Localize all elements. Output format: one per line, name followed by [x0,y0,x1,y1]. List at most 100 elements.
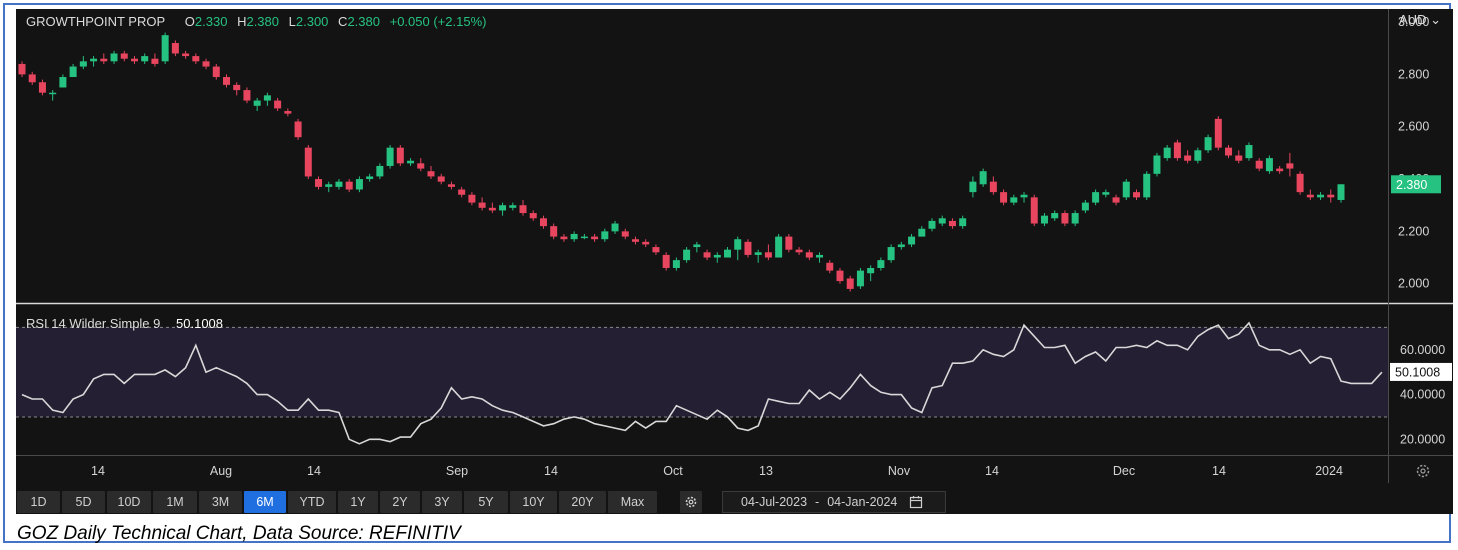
period-button-max[interactable]: Max [608,491,657,513]
candle-body [182,53,190,57]
high-value: 2.380 [246,14,280,29]
candle-body [274,100,282,109]
candle-body [69,66,77,78]
candle-body [1225,147,1233,156]
candle-body [703,252,711,258]
candle-body [212,66,220,78]
candle-body [417,163,425,169]
candle-body [1306,194,1314,198]
candle-body [509,205,517,208]
candle-body [989,181,997,193]
candle-body [1153,155,1161,174]
candle-body [488,207,496,211]
period-button-1y[interactable]: 1Y [338,491,378,513]
candle-body [437,176,445,182]
candle-body [222,77,230,85]
candle-body [18,63,26,75]
period-button-2y[interactable]: 2Y [380,491,420,513]
candle-body [805,252,813,258]
candle-body [1276,168,1284,172]
candle-body [243,90,251,101]
period-button-1d[interactable]: 1D [17,491,60,513]
candle-body [263,95,271,101]
candle-body [539,218,547,227]
period-button-1m[interactable]: 1M [153,491,197,513]
chevron-down-icon: ⌄ [1430,12,1441,27]
candle-body [284,111,292,114]
rsi-band [16,327,1388,417]
rsi-tick-label: 60.0000 [1400,343,1445,357]
low-value: 2.300 [295,14,329,29]
date-from: 04-Jul-2023 [741,495,808,509]
period-button-5y[interactable]: 5Y [464,491,508,513]
candle-body [1163,147,1171,159]
time-tick-label: 13 [759,464,773,478]
period-button-ytd[interactable]: YTD [288,491,336,513]
candle-body [79,61,87,67]
candle-body [1092,192,1100,203]
candle-body [621,231,629,237]
candle-body [846,278,854,289]
candle-body [550,226,558,237]
period-button-10d[interactable]: 10D [107,491,151,513]
low-label: L [288,14,296,29]
period-button-3m[interactable]: 3M [199,491,242,513]
candle-body [59,77,67,88]
period-button-20y[interactable]: 20Y [559,491,606,513]
period-button-5d[interactable]: 5D [62,491,105,513]
candle-body [724,249,732,258]
candle-body [1204,137,1212,151]
candle-body [345,181,353,190]
candle-body [130,58,138,62]
candle-body [1061,213,1069,224]
candle-body [478,202,486,208]
candle-body [816,254,824,258]
candle-body [1122,181,1130,198]
candle-body [1071,213,1079,224]
candle-body [591,236,599,240]
candle-body [335,181,343,187]
candle-body [1327,194,1335,198]
close-label: C [338,14,348,29]
candle-body [315,179,323,187]
open-label: O [184,14,195,29]
candle-body [867,267,875,274]
candle-body [1255,160,1263,169]
rsi-value-tag [1390,362,1452,381]
candle-body [458,189,466,195]
candle-body [38,82,46,93]
rsi-tick-label: 40.0000 [1400,388,1445,402]
candle-body [161,35,169,62]
currency-selector[interactable]: AUD ⌄ [1399,12,1441,28]
rsi-label: RSI 14 Wilder Simple 9 [26,316,161,331]
period-button-3y[interactable]: 3Y [422,491,462,513]
candle-body [294,121,302,138]
candle-body [908,236,916,245]
rsi-value-tag-label: 50.1008 [1395,365,1440,379]
candle-body [325,184,333,187]
date-range-picker[interactable]: 04-Jul-2023 - 04-Jan-2024 [722,491,946,513]
last-price-label: 2.380 [1396,178,1427,192]
time-tick-label: 14 [307,464,321,478]
candle-body [642,241,650,245]
time-tick-label: 14 [985,464,999,478]
candle-body [795,249,803,253]
candle-body [611,223,619,232]
settings-button[interactable] [680,491,702,513]
change-value: +0.050 (+2.15%) [389,14,487,29]
candle-body [1296,173,1304,193]
candle-body [1286,163,1294,169]
candle-body [376,165,384,177]
period-button-10y[interactable]: 10Y [510,491,557,513]
currency-label: AUD [1399,12,1427,27]
candle-body [49,92,57,95]
candle-body [529,213,537,219]
time-tick-label: 2024 [1315,464,1343,478]
candle-body [826,262,834,271]
period-button-6m[interactable]: 6M [244,491,286,513]
time-tick-label: Nov [888,464,911,478]
period-toolbar: 1D 5D 10D 1M 3M 6M YTD 1Y 2Y 3Y 5Y 10Y 20Y Max 04-Jul… [16,487,1453,514]
candle-body [897,244,905,248]
gear-icon [685,496,697,508]
candle-body [233,84,241,91]
